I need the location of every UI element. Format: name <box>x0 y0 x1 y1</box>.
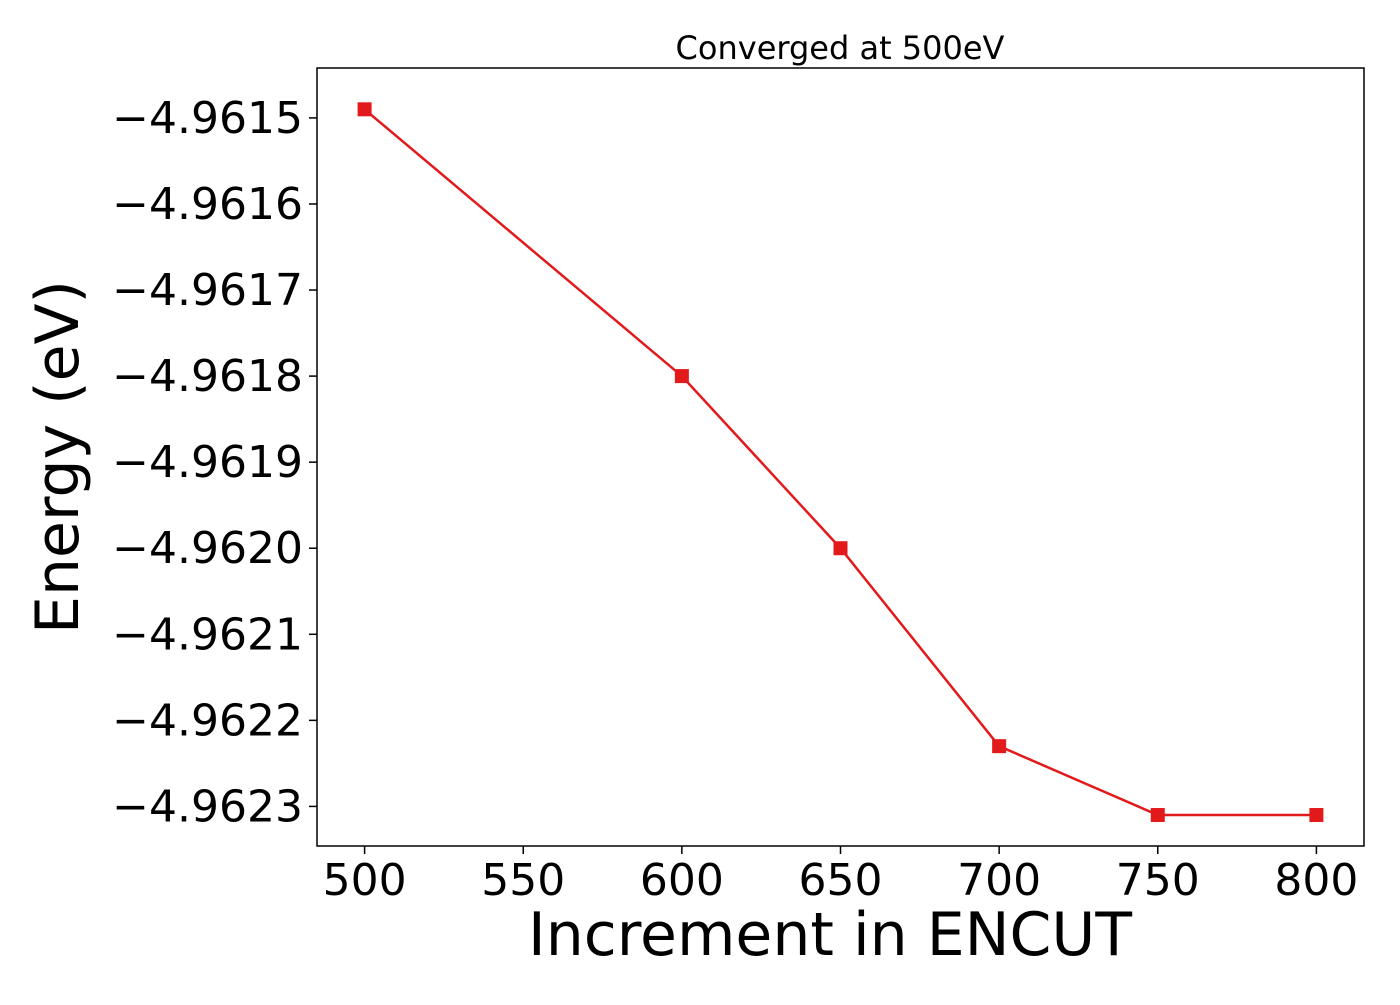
x-tick-label: 600 <box>640 855 724 906</box>
x-tick-label: 800 <box>1274 855 1358 906</box>
data-point-marker <box>357 102 372 117</box>
x-tick-label: 700 <box>957 855 1041 906</box>
y-tick-label: −4.9622 <box>112 695 303 746</box>
plot-frame <box>316 67 1365 847</box>
chart-title: Converged at 500eV <box>676 29 1005 67</box>
data-point-marker <box>833 541 848 556</box>
plot-background <box>317 68 1364 846</box>
y-axis-ticks: −4.9615 −4.9616 −4.9617 −4.9618 −4.9619 −4.96… <box>112 93 317 832</box>
data-point-marker <box>1309 808 1324 823</box>
y-tick-label: −4.9618 <box>112 351 303 402</box>
x-tick-label: 750 <box>1116 855 1200 906</box>
data-point-marker <box>674 369 689 384</box>
x-tick-label: 650 <box>799 855 883 906</box>
y-tick-label: −4.9620 <box>112 523 303 574</box>
series-layer <box>357 102 1324 823</box>
y-tick-label: −4.9615 <box>112 93 303 144</box>
series-line <box>363 108 1317 817</box>
x-axis-ticks: 500 550 600 650 700 750 800 <box>323 846 1358 906</box>
y-axis-label: Energy (eV) <box>23 280 93 634</box>
x-tick-label: 500 <box>323 855 407 906</box>
y-tick-label: −4.9619 <box>112 437 303 488</box>
y-tick-label: −4.9617 <box>112 265 303 316</box>
x-tick-label: 550 <box>481 855 565 906</box>
y-tick-label: −4.9616 <box>112 179 303 230</box>
data-point-marker <box>992 739 1007 754</box>
y-tick-label: −4.9623 <box>112 781 303 832</box>
x-axis-label: Increment in ENCUT <box>528 900 1132 970</box>
y-tick-label: −4.9621 <box>112 609 303 660</box>
data-point-marker <box>1150 808 1165 823</box>
